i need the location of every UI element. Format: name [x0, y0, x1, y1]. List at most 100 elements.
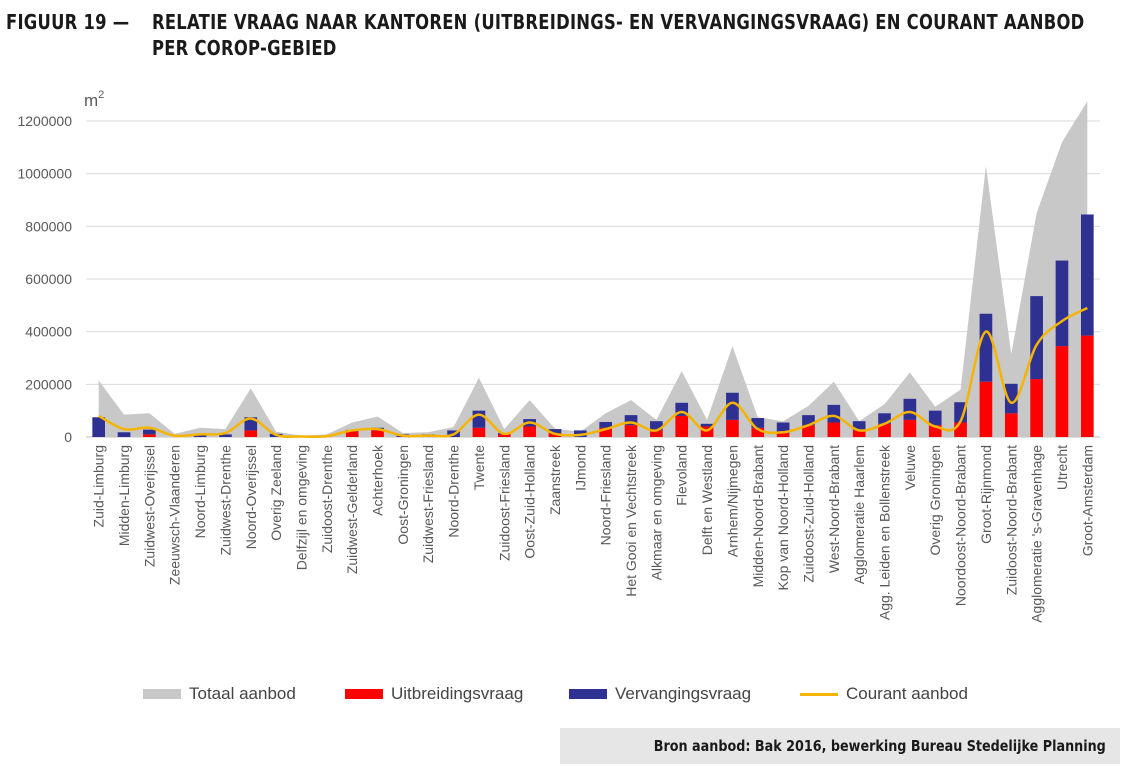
- x-tick-label-oost-zuid-holland: Oost-Zuid-Holland: [522, 445, 538, 559]
- legend-label-uitbreidingsvraag: Uitbreidingsvraag: [391, 684, 524, 703]
- x-tick-label-agg-leiden-en-bollenstreek: Agg. Leiden en Bollenstreek: [877, 444, 893, 620]
- x-tick-label-zuidoost-friesland: Zuidoost-Friesland: [496, 445, 512, 561]
- x-tick-label-het-gooi-en-vechtstreek: Het Gooi en Vechtstreek: [623, 444, 639, 597]
- bar-uitbreidingsvraag-agg-leiden-en-bollenstreek: [878, 423, 891, 437]
- x-tick-label-zuidoost-noord-brabant: Zuidoost-Noord-Brabant: [1003, 445, 1019, 595]
- figure-title-line1: RELATIE VRAAG NAAR KANTOREN (UITBREIDING…: [151, 10, 1085, 34]
- x-tick-label-noordoost-noord-brabant: Noordoost-Noord-Brabant: [953, 445, 969, 606]
- bar-uitbreidingsvraag-agglomeratie-haarlem: [852, 430, 866, 437]
- bar-vervangingsvraag-groot-rijnmond: [979, 313, 993, 382]
- x-tick-label-zuidoost-zuid-holland: Zuidoost-Zuid-Holland: [800, 445, 816, 583]
- legend-label-courant-aanbod: Courant aanbod: [846, 684, 968, 703]
- bar-vervangingsvraag-zuidoost-noord-brabant: [1004, 383, 1018, 414]
- bar-uitbreidingsvraag-west-noord-brabant: [827, 422, 841, 437]
- x-tick-label-zaanstreek: Zaanstreek: [547, 444, 563, 515]
- legend-item-courant-aanbod: Courant aanbod: [800, 684, 968, 704]
- x-tick-label-zuidoost-drenthe: Zuidoost-Drenthe: [319, 445, 335, 553]
- bar-uitbreidingsvraag-achterhoek: [371, 430, 384, 437]
- x-tick-label-flevoland: Flevoland: [674, 445, 690, 506]
- x-tick-label-zeeuwsch-vlaanderen: Zeeuwsch-Vlaanderen: [167, 445, 183, 585]
- x-tick-label-alkmaar-en-omgeving: Alkmaar en omgeving: [648, 445, 664, 580]
- figure-label: FIGUUR 19 —: [6, 10, 130, 34]
- bar-vervangingsvraag-delft-en-westland: [700, 423, 714, 427]
- x-tick-label-ijmond: IJmond: [572, 445, 588, 491]
- totaal-aanbod-area-shape: [98, 101, 1088, 437]
- x-tick-label-delft-en-westland: Delft en Westland: [699, 445, 715, 555]
- y-tick-label: 400000: [25, 324, 72, 340]
- legend-swatch-uitbreidingsvraag: [345, 689, 383, 699]
- bar-vervangingsvraag-overig-groningen: [928, 410, 942, 426]
- legend-label-totaal-aanbod: Totaal aanbod: [189, 684, 296, 703]
- legend-swatch-totaal-aanbod: [143, 689, 181, 699]
- x-tick-label-overig-groningen: Overig Groningen: [927, 445, 943, 556]
- bar-vervangingsvraag-noord-limburg: [193, 434, 207, 437]
- x-tick-label-kop-van-noord-holland: Kop van Noord-Holland: [775, 445, 791, 591]
- x-tick-label-zuid-limburg: Zuid-Limburg: [91, 445, 107, 527]
- legend-label-vervangingsvraag: Vervangingsvraag: [615, 684, 752, 703]
- x-tick-label-midden-limburg: Midden-Limburg: [116, 445, 132, 546]
- legend: Totaal aanbod Uitbreidingsvraag Vervangi…: [0, 684, 1130, 708]
- y-axis-unit-superscript: 2: [98, 89, 104, 101]
- bar-vervangingsvraag-agglomeratie-s-gravenhage: [1030, 296, 1043, 380]
- bar-vervangingsvraag-arnhem-nijmegen: [726, 392, 739, 420]
- bar-vervangingsvraag-veluwe: [903, 398, 917, 420]
- bar-uitbreidingsvraag-overig-groningen: [928, 425, 942, 437]
- bar-vervangingsvraag-midden-noord-brabant: [751, 418, 765, 428]
- bar-vervangingsvraag-alkmaar-en-omgeving: [650, 421, 663, 431]
- x-tick-label-oost-groningen: Oost-Groningen: [395, 445, 411, 545]
- x-tick-label-delfzijl-en-omgeving: Delfzijl en omgeving: [293, 445, 309, 570]
- y-axis-ticks: 0 200000 400000 600000 800000 1000000 1200000: [17, 113, 72, 445]
- bar-uitbreidingsvraag-noord-friesland: [599, 427, 613, 437]
- figure-title: FIGUUR 19 — RELATIE VRAAG NAAR KANTOREN (…: [6, 9, 1085, 61]
- x-tick-label-zuidwest-drenthe: Zuidwest-Drenthe: [217, 445, 233, 556]
- bar-vervangingsvraag-utrecht: [1055, 260, 1069, 347]
- x-tick-label-zuidwest-overijssel: Zuidwest-Overijssel: [141, 445, 157, 567]
- y-axis-unit-label: m2: [84, 89, 104, 110]
- y-tick-label: 200000: [25, 376, 72, 392]
- bar-vervangingsvraag-agglomeratie-haarlem: [852, 421, 866, 431]
- bar-vervangingsvraag-zuidoost-zuid-holland: [802, 415, 815, 426]
- bar-vervangingsvraag-het-gooi-en-vechtstreek: [624, 415, 638, 426]
- bar-uitbreidingsvraag-het-gooi-en-vechtstreek: [624, 425, 638, 437]
- x-tick-label-midden-noord-brabant: Midden-Noord-Brabant: [750, 445, 766, 588]
- y-tick-label: 0: [64, 429, 72, 445]
- x-tick-label-arnhem-nijmegen: Arnhem/Nijmegen: [724, 445, 740, 557]
- bar-uitbreidingsvraag-noord-overijssel: [244, 430, 258, 437]
- bar-uitbreidingsvraag-veluwe: [903, 419, 917, 437]
- bar-vervangingsvraag-zuidwest-drenthe: [219, 434, 232, 437]
- y-axis-unit: m: [84, 91, 98, 110]
- bar-uitbreidingsvraag-flevoland: [675, 415, 689, 437]
- bar-vervangingsvraag-groot-amsterdam: [1080, 214, 1094, 336]
- x-tick-label-noord-drenthe: Noord-Drenthe: [446, 445, 462, 538]
- bar-uitbreidingsvraag-kop-van-noord-holland: [776, 433, 790, 437]
- x-tick-label-noord-overijssel: Noord-Overijssel: [243, 445, 259, 549]
- x-tick-label-groot-rijnmond: Groot-Rijnmond: [978, 445, 994, 544]
- y-tick-label: 1200000: [17, 113, 72, 129]
- bar-uitbreidingsvraag-arnhem-nijmegen: [726, 419, 739, 437]
- y-tick-label: 600000: [25, 271, 72, 287]
- bar-uitbreidingsvraag-utrecht: [1055, 346, 1069, 437]
- legend-swatch-vervangingsvraag: [569, 689, 607, 699]
- bar-uitbreidingsvraag-zuidwest-overijssel: [143, 434, 156, 437]
- gridlines: [86, 120, 1100, 438]
- bar-vervangingsvraag-midden-limburg: [117, 432, 131, 437]
- bar-uitbreidingsvraag-zuidoost-noord-brabant: [1004, 413, 1018, 437]
- x-tick-label-noord-friesland: Noord-Friesland: [598, 445, 614, 545]
- x-tick-label-noord-limburg: Noord-Limburg: [192, 445, 208, 538]
- x-tick-label-zuidwest-gelderland: Zuidwest-Gelderland: [344, 445, 360, 574]
- x-tick-label-zuidwest-friesland: Zuidwest-Friesland: [420, 445, 436, 563]
- bar-uitbreidingsvraag-delft-en-westland: [700, 426, 714, 437]
- bar-uitbreidingsvraag-oost-zuid-holland: [523, 426, 536, 437]
- x-tick-label-west-noord-brabant: West-Noord-Brabant: [826, 445, 842, 573]
- bar-vervangingsvraag-twente: [472, 410, 486, 428]
- x-tick-label-agglomeratie-haarlem: Agglomeratie Haarlem: [851, 445, 867, 584]
- legend-item-vervangingsvraag: Vervangingsvraag: [569, 684, 751, 704]
- legend-item-uitbreidingsvraag: Uitbreidingsvraag: [345, 684, 523, 704]
- legend-swatch-courant-aanbod: [800, 692, 838, 696]
- x-tick-label-overig-zeeland: Overig Zeeland: [268, 445, 284, 541]
- courant-aanbod-line-path: [98, 306, 1088, 439]
- x-tick-label-groot-amsterdam: Groot-Amsterdam: [1079, 445, 1095, 556]
- bar-vervangingsvraag-noordoost-noord-brabant: [954, 402, 967, 423]
- y-tick-label: 800000: [25, 218, 72, 234]
- x-tick-label-veluwe: Veluwe: [902, 445, 918, 490]
